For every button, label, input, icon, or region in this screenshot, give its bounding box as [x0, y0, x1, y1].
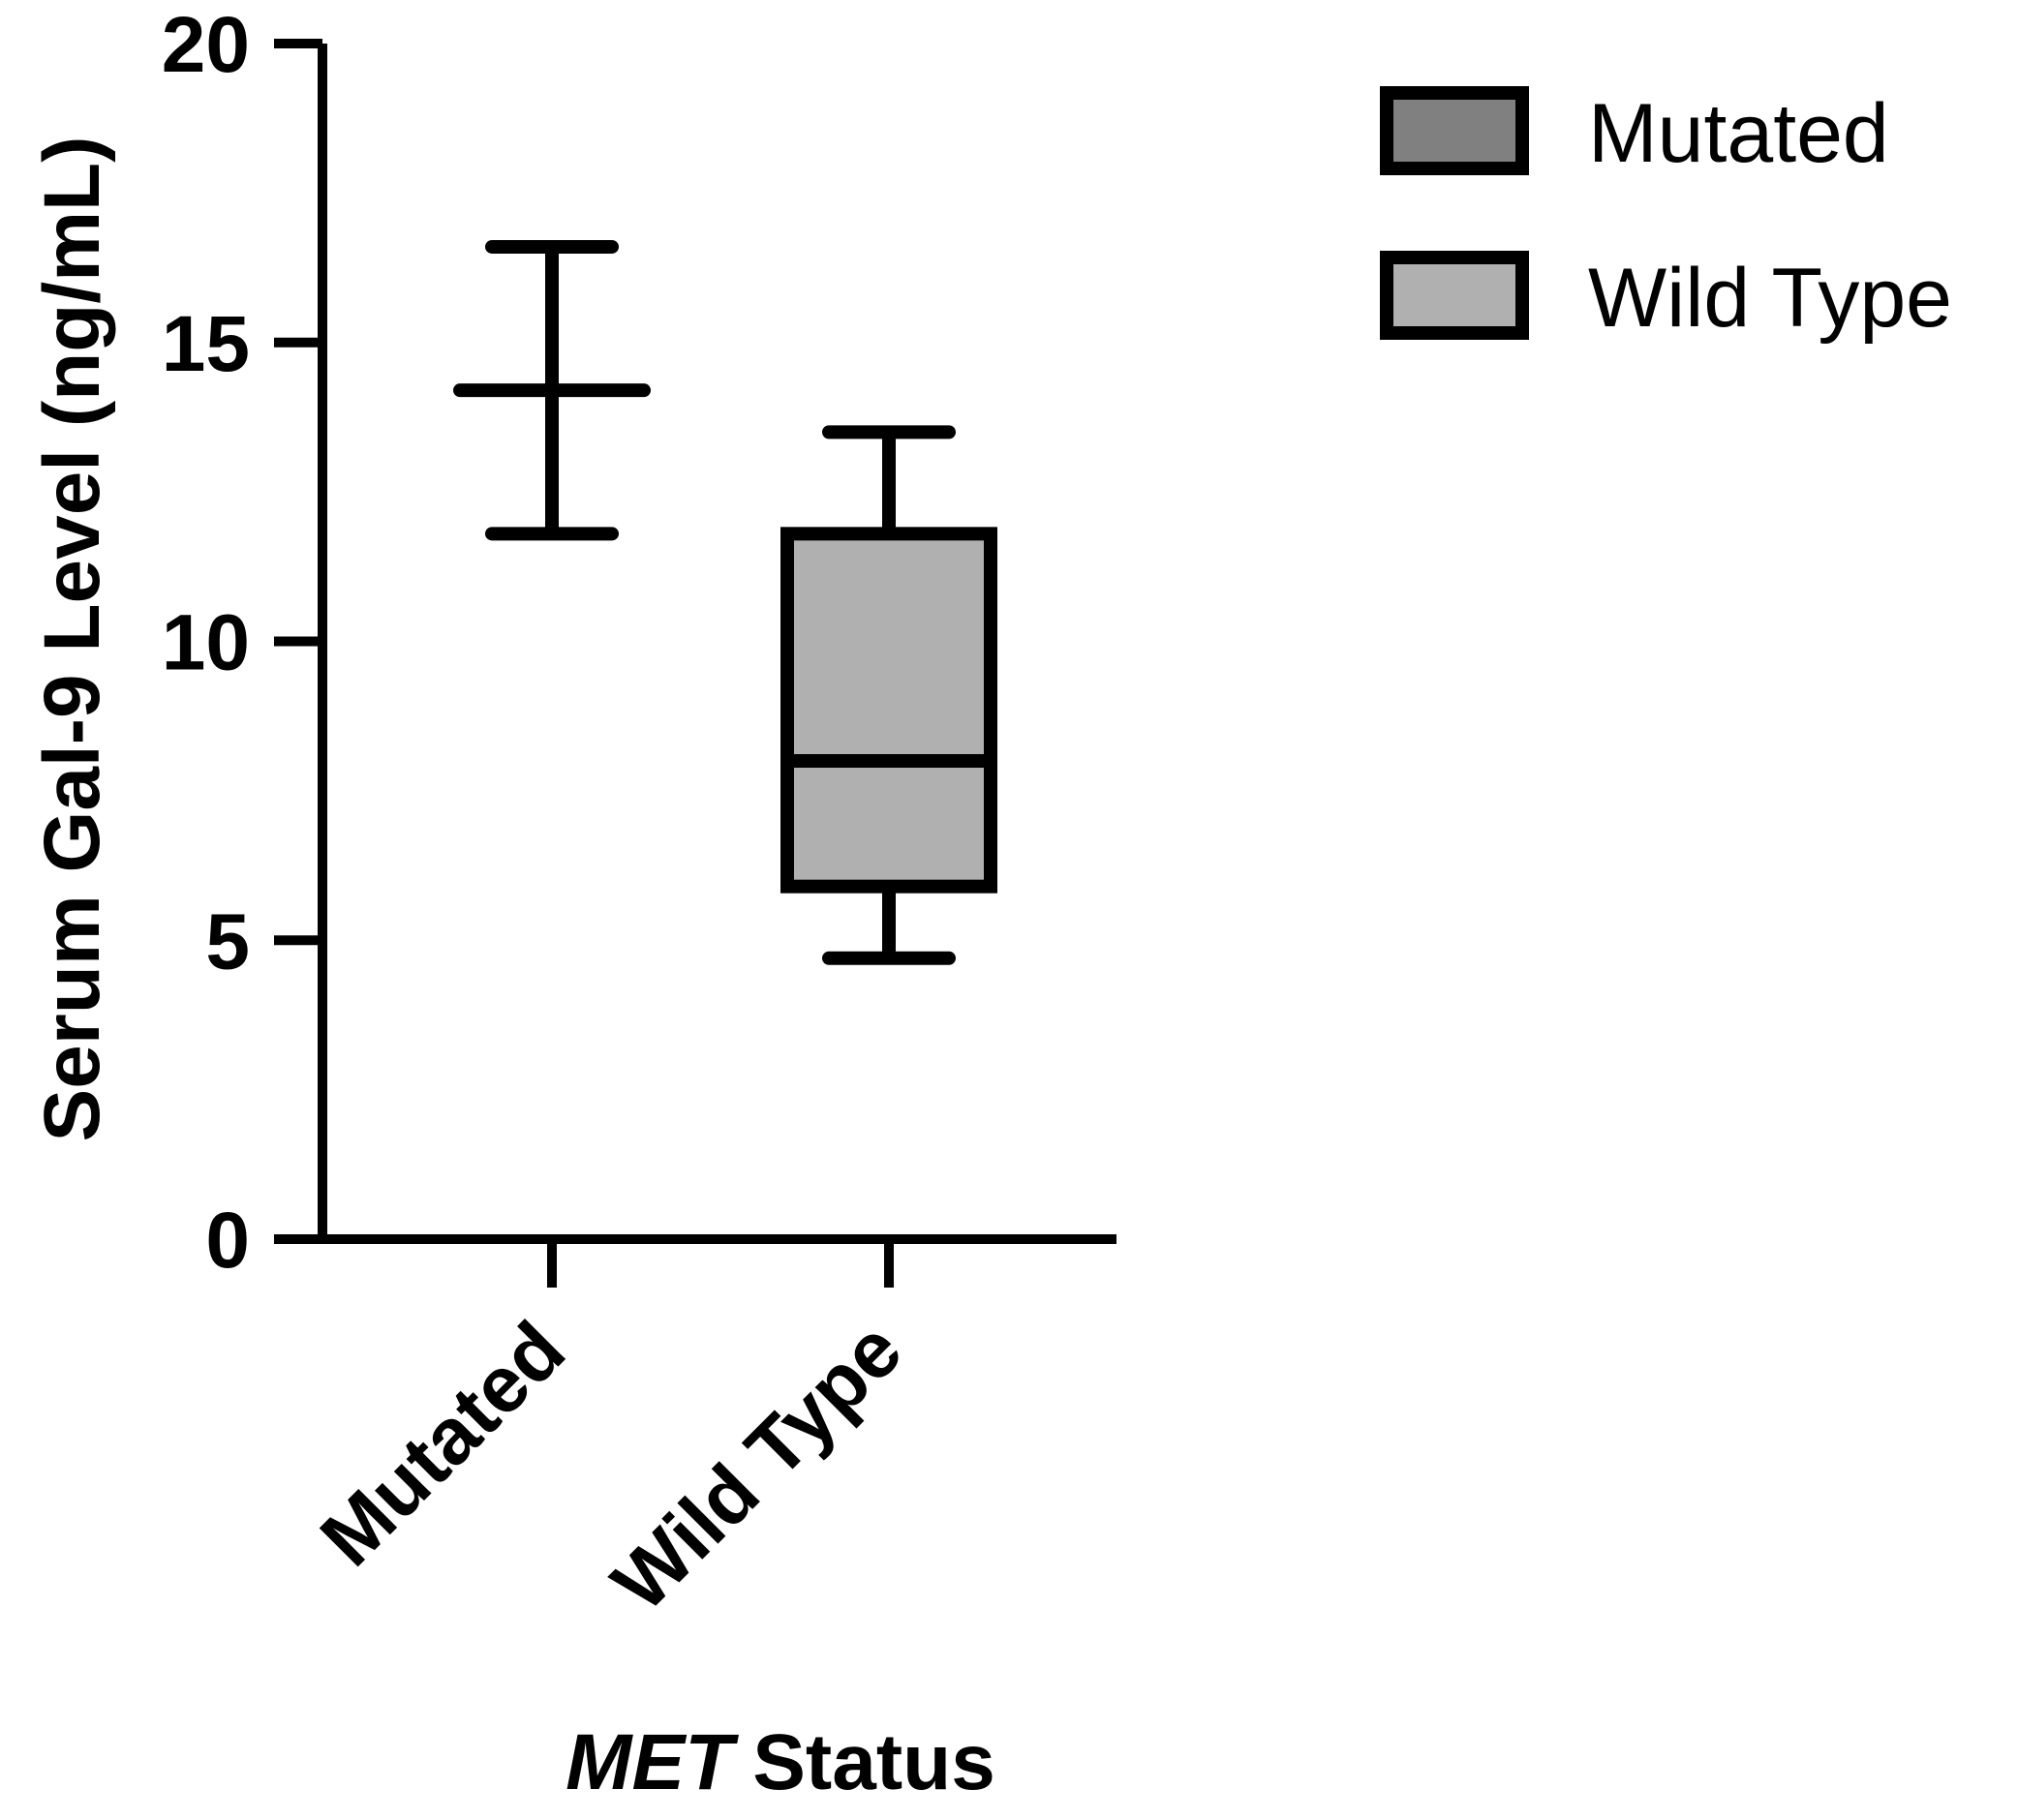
- box-plot-series: [453, 239, 997, 965]
- box-wild-type: [780, 425, 997, 965]
- y-axis-ticks: 0 5 10 15 20: [162, 1, 322, 1285]
- x-category-label: Mutated: [304, 1305, 582, 1583]
- y-tick-label: 0: [205, 1197, 250, 1285]
- x-axis-title-italic: MET: [566, 1718, 739, 1806]
- box-mutated: [453, 239, 651, 541]
- y-tick-label: 5: [205, 897, 250, 986]
- y-tick-label: 20: [162, 1, 250, 89]
- legend-swatch: [1380, 86, 1529, 175]
- y-tick-label: 15: [162, 300, 250, 388]
- y-axis-title: Serum Gal-9 Level (ng/mL): [28, 136, 116, 1142]
- x-axis-title: MET Status: [566, 1718, 995, 1806]
- legend-label: Mutated: [1588, 87, 1889, 180]
- x-axis-ticks: Mutated Wild Type: [304, 1239, 919, 1628]
- legend-label: Wild Type: [1588, 252, 1952, 345]
- iqr-box: [780, 527, 997, 894]
- legend-swatch: [1380, 251, 1529, 340]
- x-category-label: Wild Type: [596, 1305, 918, 1627]
- legend: Mutated Wild Type: [1380, 86, 1952, 345]
- y-tick-label: 10: [162, 599, 250, 687]
- x-axis-title-rest: Status: [752, 1718, 995, 1806]
